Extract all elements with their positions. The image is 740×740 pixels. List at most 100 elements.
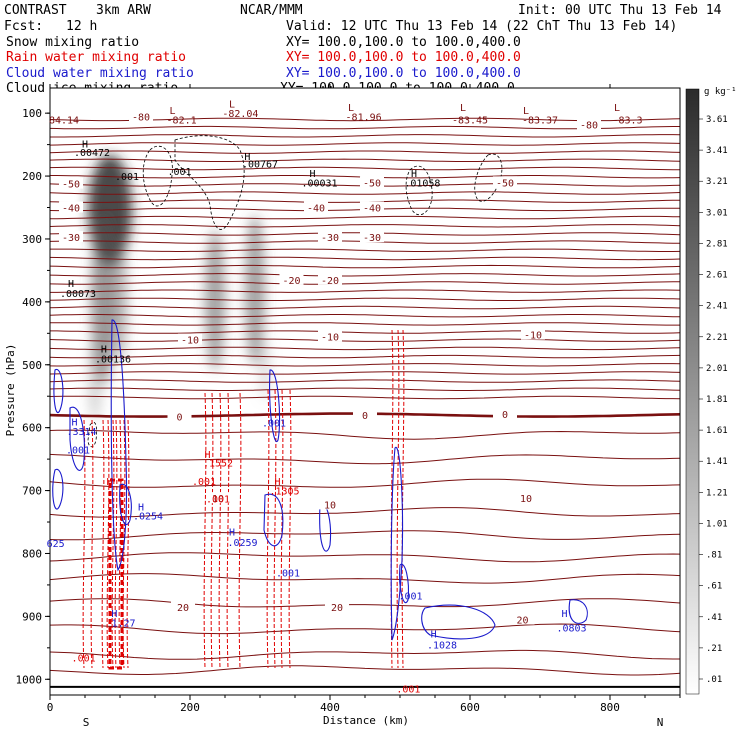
temperature-contour-label: -10 (524, 331, 542, 342)
y-tick-label: 600 (22, 422, 42, 435)
org-name: NCAR/MMM (240, 3, 303, 18)
extremum-value: .00073 (60, 289, 96, 300)
rain-water-contour (106, 419, 110, 669)
extremum-value: .001 (66, 446, 90, 457)
legend-cloudwater-xy: XY= 100.0,100.0 to 100.0,400.0 (286, 66, 521, 81)
colorbar-label: 1.41 (706, 457, 728, 467)
rain-water-contour (238, 392, 242, 669)
init-time: Init: 00 UTC Thu 13 Feb 14 (518, 3, 722, 18)
y-tick-label: 400 (22, 296, 42, 309)
rain-water-contour (401, 329, 405, 669)
temperature-contour-label: 20 (516, 616, 528, 627)
extremum-value: .3314 (66, 427, 96, 438)
cloud-water-contour (53, 369, 64, 413)
cloud-ice-contour (174, 135, 245, 230)
temperature-contour-line (50, 297, 680, 301)
extremum-marker: H (82, 139, 88, 150)
colorbar-label: 1.61 (706, 426, 728, 436)
fcst-label: Fcst: (4, 19, 43, 34)
extremum-value: .001 (192, 477, 216, 488)
extremum-marker: H (309, 169, 315, 180)
colorbar: 3.61 3.41 3.21 3.01 2.81 2.61 2.41 2.21 2.01 1.81… (685, 87, 737, 695)
colorbar-label: 3.41 (706, 146, 728, 156)
colorbar-label: .01 (706, 675, 722, 685)
extremum-value: .001 (206, 495, 230, 506)
temperature-contour-line (50, 305, 680, 310)
contour-label-bg (325, 600, 349, 612)
temperature-contour-label: 10 (324, 500, 336, 511)
temperature-contour-label: -50 (62, 180, 80, 191)
temperature-contour-line (50, 158, 680, 162)
x-axis-right-endpoint: N (657, 716, 664, 729)
extremum-value: .00136 (95, 354, 131, 365)
contour-label-bg (178, 333, 202, 345)
cloud-ice-contour (142, 145, 173, 207)
colorbar-label: 1.01 (706, 519, 728, 529)
contour-label-bg (167, 410, 192, 422)
extremum-marker: L (169, 106, 175, 117)
temperature-contour-line (50, 665, 680, 676)
temperature-contour-line (50, 354, 680, 359)
y-tick-label: 900 (22, 610, 42, 623)
extremum-value: .001 (276, 568, 300, 579)
extremum-value: .001 (167, 167, 191, 178)
extremum-value: .001 (398, 592, 422, 603)
x-tick-label: 600 (460, 701, 480, 714)
temperature-contour-line (50, 478, 680, 488)
temperature-contour-label: 10 (520, 494, 532, 505)
temperature-contour-label: -10 (181, 336, 199, 347)
colorbar-label: .81 (706, 551, 722, 561)
temperature-contour-line (50, 429, 680, 440)
temperature-contour-label: -50 (496, 178, 514, 189)
temperature-contour-line (50, 371, 680, 375)
temperature-contour-line (50, 125, 680, 130)
experiment-name: CONTRAST (4, 3, 67, 18)
temperature-contour-line (50, 289, 680, 293)
temperature-contour-line (50, 224, 680, 228)
rain-water-contour (218, 392, 222, 669)
rain-water-contour (111, 419, 115, 669)
extremum-marker: H (106, 477, 112, 488)
temperature-contour-line (50, 395, 680, 400)
x-tick-label: 0 (47, 701, 54, 714)
temperature-contour-line (50, 314, 680, 318)
temperature-contour-line (50, 256, 680, 261)
rain-water-contour (226, 392, 230, 669)
extremum-value: .1028 (427, 641, 457, 652)
contour-label-bg (206, 492, 230, 504)
extremum-marker: L (614, 103, 620, 114)
temperature-contour-line (50, 598, 680, 608)
contour-label-bg (279, 273, 304, 285)
extremum-value: .0803 (556, 624, 586, 635)
colorbar-label: .41 (706, 613, 722, 623)
contour-label-bg (353, 409, 377, 421)
extremum-value: -83.37 (522, 115, 558, 126)
extremum-marker: H (431, 629, 437, 640)
rain-water-contour (288, 389, 292, 669)
extremum-value: 625 (47, 539, 65, 550)
extremum-value: 84.14 (49, 115, 79, 126)
extremum-value: .001 (396, 685, 420, 696)
temperature-contour-label: -20 (282, 276, 300, 287)
temperature-contour-label: -40 (363, 204, 381, 215)
extremum-marker: H (101, 344, 107, 355)
temperature-contour-line (50, 281, 680, 285)
extremum-value: .0259 (227, 538, 257, 549)
temperature-contour-label: -20 (321, 276, 339, 287)
colorbar-label: 2.01 (706, 364, 728, 374)
cloud-ice-contour (87, 421, 98, 448)
contour-label-bg (493, 407, 517, 419)
extremum-value: -81.96 (346, 112, 382, 123)
extremum-value: .0254 (133, 512, 163, 523)
temperature-contour-line (50, 453, 680, 465)
temperature-contour-label: -10 (321, 332, 339, 343)
extremum-marker: H (204, 450, 210, 461)
temperature-contour-line (50, 264, 680, 269)
contour-label-bg (318, 498, 342, 510)
extremum-marker: H (244, 152, 250, 163)
contour-label-bg (171, 600, 195, 612)
extremum-marker: L (460, 103, 466, 114)
temperature-contour-line (50, 248, 680, 252)
legend-snow-name: Snow mixing ratio (6, 35, 139, 50)
